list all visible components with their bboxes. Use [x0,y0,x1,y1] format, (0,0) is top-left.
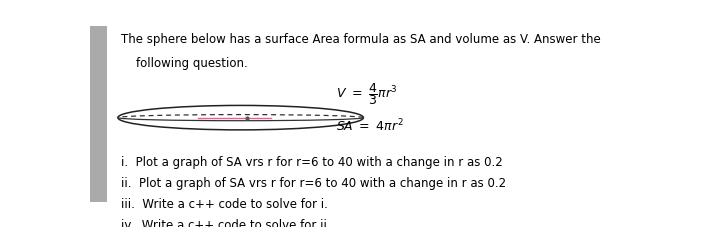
Text: i.  Plot a graph of SA vrs r for r=6 to 40 with a change in r as 0.2: i. Plot a graph of SA vrs r for r=6 to 4… [121,155,503,168]
Text: $SA\ =\ 4\pi r^2$: $SA\ =\ 4\pi r^2$ [336,117,403,133]
Bar [90,27,107,202]
Text: following question.: following question. [121,57,248,70]
Text: $V\ =\ \dfrac{4}{3}\pi r^3$: $V\ =\ \dfrac{4}{3}\pi r^3$ [336,81,397,106]
Text: ii.  Plot a graph of SA vrs r for r=6 to 40 with a change in r as 0.2: ii. Plot a graph of SA vrs r for r=6 to … [121,176,506,189]
Text: iii.  Write a c++ code to solve for i.: iii. Write a c++ code to solve for i. [121,197,328,210]
Text: iv.  Write a c++ code to solve for ii.: iv. Write a c++ code to solve for ii. [121,218,330,227]
Text: The sphere below has a surface Area formula as SA and volume as V. Answer the: The sphere below has a surface Area form… [121,32,600,45]
